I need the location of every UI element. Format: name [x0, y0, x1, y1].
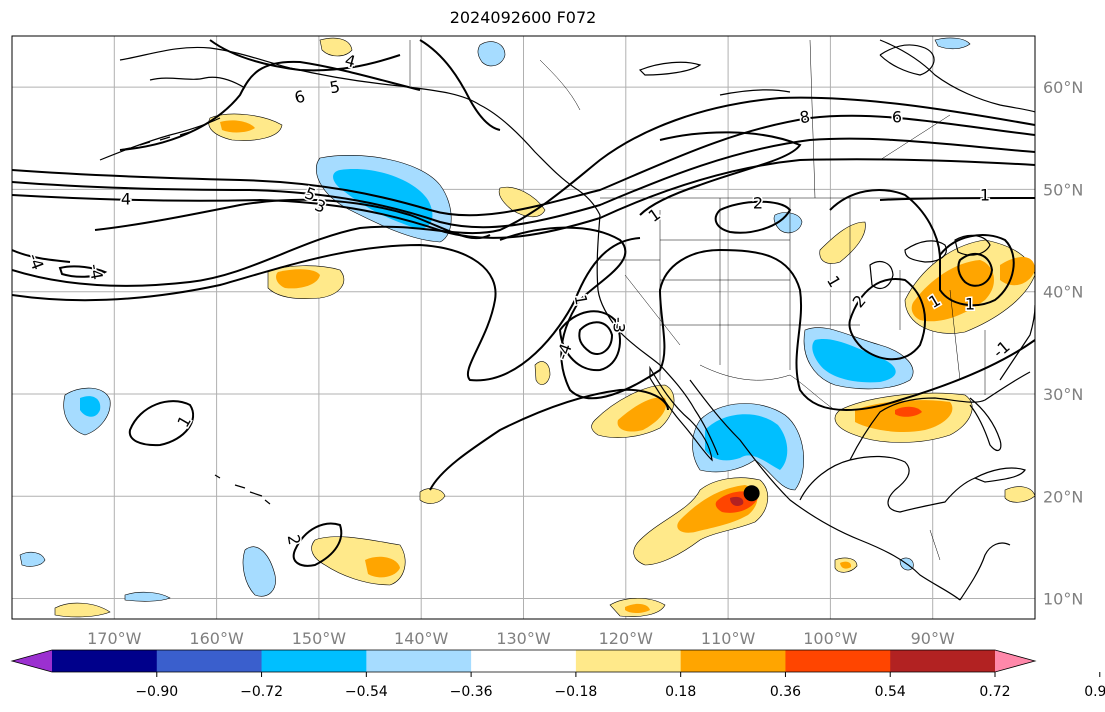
anomaly-blob: [54, 602, 111, 618]
contour-label: 4: [121, 190, 131, 209]
colorbar-extend-high: [995, 650, 1035, 672]
contour-label: 1: [980, 186, 990, 205]
anomaly-blob: [730, 496, 744, 506]
contour-label: 2: [284, 533, 304, 546]
anomaly-blob: [934, 37, 971, 50]
colorbar-segment: [52, 650, 158, 672]
anomaly-blob: [625, 603, 650, 613]
colorbar-tick-label: 0.54: [875, 684, 906, 700]
lon-label: 120°W: [599, 629, 654, 648]
contour-label: -3: [610, 317, 629, 333]
lon-label: 170°W: [87, 629, 142, 648]
anomaly-blob: [534, 361, 551, 385]
anomaly-blob: [220, 120, 255, 133]
lon-label: 90°W: [911, 629, 955, 648]
colorbar-tick-label: −0.18: [554, 684, 597, 700]
lat-label: 30°N: [1043, 385, 1083, 404]
lat-label: 60°N: [1043, 78, 1083, 97]
longitude-labels: 170°W 160°W 150°W 140°W 130°W 120°W 110°W 100°W…: [87, 629, 955, 648]
colorbar-tick-label: −0.90: [135, 684, 178, 700]
map-title: 2024092600 F072: [449, 8, 597, 27]
colorbar-tick-label: −0.36: [450, 684, 493, 700]
lon-label: 160°W: [189, 629, 244, 648]
anomaly-blob: [819, 221, 866, 264]
lat-label: 10°N: [1043, 590, 1083, 609]
contour-label: -4: [85, 262, 106, 281]
colorbar-segment: [680, 650, 786, 672]
lat-label: 40°N: [1043, 283, 1083, 302]
lon-label: 130°W: [496, 629, 551, 648]
colorbar-tick-label: 0.18: [665, 684, 696, 700]
contour-label: 1: [571, 293, 591, 306]
colorbar-extend-low: [12, 650, 52, 672]
colorbar-tick-label: −0.72: [240, 684, 283, 700]
storm-marker: [743, 485, 760, 502]
lon-label: 110°W: [701, 629, 756, 648]
contour-label: 8: [798, 107, 811, 127]
lon-label: 100°W: [803, 629, 858, 648]
colorbar-tick-label: −0.54: [345, 684, 388, 700]
colorbar-segment: [471, 650, 577, 672]
anomaly-blob: [840, 561, 852, 569]
anomaly-blob: [773, 212, 803, 234]
anomaly-blob: [498, 186, 546, 218]
contour-label: 6: [892, 108, 902, 127]
map-frame: [11, 35, 1036, 620]
colorbar-outline: [10, 649, 1037, 673]
lon-label: 150°W: [292, 629, 347, 648]
anomaly-blob: [419, 488, 446, 504]
anomaly-blob: [705, 414, 788, 470]
colorbar-tick-labels: −0.90 −0.72 −0.54 −0.36 −0.18 0.18 0.36 0.54 0.7…: [135, 672, 1105, 700]
contour-label: 5: [328, 77, 341, 97]
colorbar-tick-label: 0.72: [979, 684, 1010, 700]
anomaly-blob: [19, 551, 46, 567]
colorbar-segment: [261, 650, 367, 672]
colorbar-segment: [156, 650, 263, 672]
lat-label: 50°N: [1043, 180, 1083, 199]
anomaly-blob: [365, 556, 400, 578]
colorbar-segment: [366, 650, 472, 672]
colorbar-tick-label: 0.36: [770, 684, 801, 700]
anomaly-blob: [242, 546, 276, 597]
contour-label: 1: [965, 295, 975, 314]
colorbar-segment: [785, 650, 891, 672]
anomaly-blob: [617, 397, 667, 432]
anomaly-blob: [1000, 256, 1035, 286]
lon-label: 140°W: [394, 629, 449, 648]
anomaly-blob: [124, 591, 171, 602]
anomaly-blob: [319, 37, 353, 57]
anomaly-blob: [80, 396, 101, 417]
state-borders: [409, 39, 1035, 561]
colorbar-segment: [575, 650, 682, 672]
contour-lines: [12, 39, 1035, 567]
colorbar-tick-label: 0.90: [1084, 684, 1105, 700]
colorbar-segment: [890, 650, 996, 672]
anomaly-blob: [276, 269, 320, 289]
lat-label: 20°N: [1043, 487, 1083, 506]
contour-label: 2: [753, 194, 763, 213]
latitude-labels: 60°N 50°N 40°N 30°N 20°N 10°N: [1043, 78, 1083, 608]
anomaly-blob: [895, 406, 922, 417]
anomaly-blob: [477, 41, 506, 67]
anomaly-blob: [812, 339, 896, 383]
colorbar: [10, 649, 1037, 673]
